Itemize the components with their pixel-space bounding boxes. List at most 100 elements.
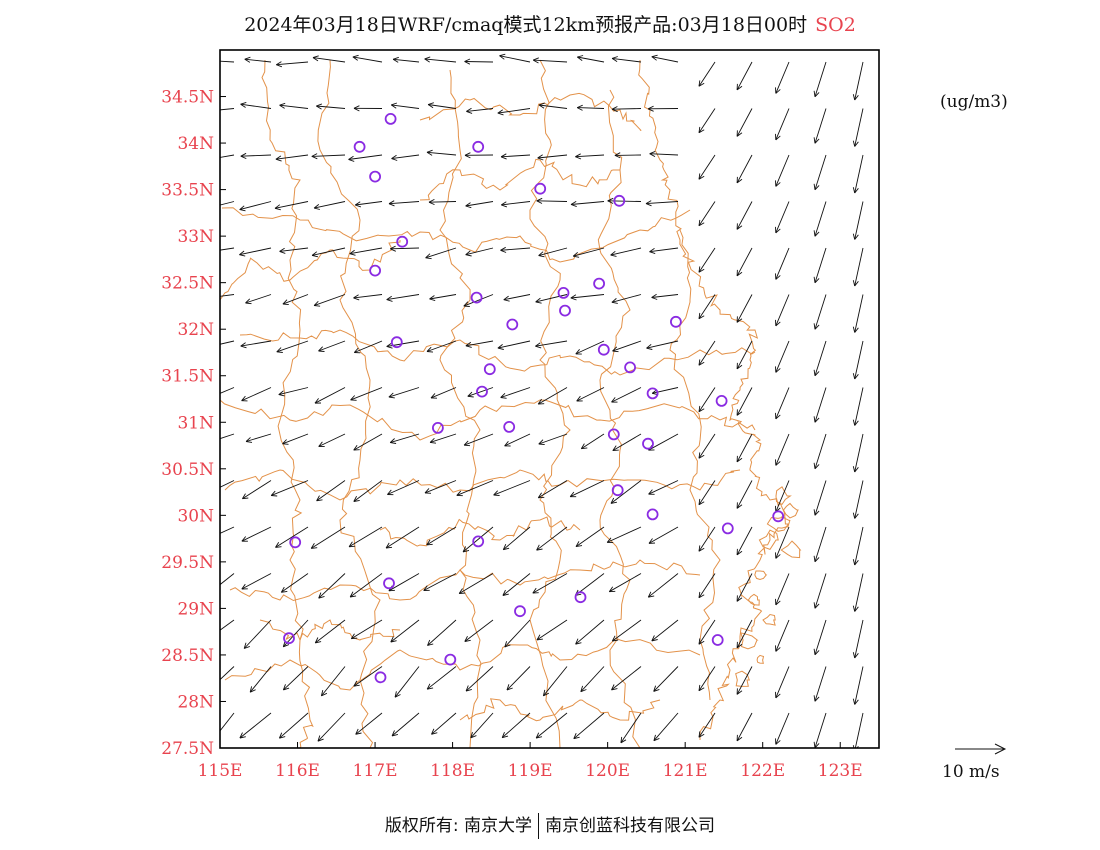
wind-vector [575,153,605,160]
wind-vector [353,480,383,502]
wind-vector [355,712,383,735]
wind-vector [391,712,420,737]
wind-vector [239,712,272,739]
wind-vector [648,480,679,495]
wind-vector [577,55,605,63]
wind-vector [501,712,531,739]
wind-vector [311,247,346,258]
wind-vector [611,666,642,691]
wind-vector [320,666,346,697]
station-marker [396,235,409,248]
wind-vector [464,58,494,65]
station-marker [670,315,682,328]
wind-vectors [220,53,864,748]
wind-vector [653,666,679,692]
wind-vector [352,54,383,63]
wind-vector [538,247,568,258]
wind-vector [427,102,457,109]
boundary-line [459,698,661,722]
wind-vector [245,433,272,443]
station-marker [472,535,485,548]
station-marker [353,140,366,153]
station-marker [483,363,496,376]
wind-vector [429,294,457,302]
station-marker [283,632,295,645]
wind-vector [611,294,642,304]
wind-vector [423,573,457,591]
lat-tick-label: 27.5N [161,739,214,759]
wind-vector [536,197,568,204]
station-marker [607,428,620,441]
wind-vector [465,201,494,209]
lat-tick-label: 30N [177,506,214,526]
station-marker [476,385,488,398]
wind-vector [353,105,383,112]
copyright-left: 版权所有: 南京大学 [384,816,533,836]
wind-vector [611,106,642,113]
wind-vector [813,712,827,748]
station-marker [711,634,724,646]
lat-tick-label: 30.5N [161,460,214,480]
wind-vector [813,154,827,191]
wind-vector [390,245,420,252]
wind-vector [242,480,272,500]
wind-vector [736,154,753,184]
wind-vector [698,666,716,692]
wind-vector [575,526,605,548]
wind-vector [736,387,753,416]
wind-vector [698,433,716,459]
boundary-line [419,92,642,132]
wind-vector [394,666,420,698]
station-marker [369,264,382,277]
wind-vector [313,201,346,210]
wind-vector [852,712,864,748]
wind-vector [392,56,420,63]
wind-vector [239,201,272,212]
wind-vector [429,433,457,444]
wind-vector [610,247,642,257]
wind-vector [280,573,309,593]
station-marker [646,387,659,400]
wind-vector [576,104,605,111]
wind-vector [611,56,642,63]
boundary-line [419,158,620,201]
coastline [638,59,791,741]
lat-tick-label: 28.5N [161,646,214,666]
wind-vector [580,433,605,450]
island-outline [747,593,760,606]
boundary-line [221,207,691,263]
wind-vector [502,573,531,596]
wind-vector [611,619,642,642]
wind-vector [736,340,753,370]
wind-vector [647,573,679,598]
wind-vector [466,107,494,114]
wind-vector [467,387,494,398]
wind-vector [220,340,235,345]
wind-vector [775,433,790,466]
wind-vector [620,712,642,744]
wind-vector [424,480,457,494]
wind-vector [243,619,272,649]
boundary-line [220,240,401,301]
wind-vector [775,294,790,327]
wind-vector [387,480,420,496]
wind-vector [852,433,864,473]
copyright-separator [538,813,540,839]
wind-vector [698,526,716,552]
wind-vector [313,294,346,307]
wind-vector [736,712,753,742]
wind-vector [354,201,383,208]
wind-vector [614,152,642,159]
wind-vector [275,526,309,548]
wind-vector [353,340,383,354]
wind-vector [852,61,864,101]
wind-vector [852,526,864,566]
boundary-line [317,59,381,748]
boundary-line [379,516,581,547]
wind-vector [570,294,605,301]
wind-vector [698,247,716,273]
lat-tick-label: 28N [177,692,214,712]
wind-vector [813,108,827,144]
wind-vector [426,149,457,156]
map-title: 2024年03月18日WRF/cmaq模式12km预报产品:03月18日00时 S… [0,10,1100,37]
